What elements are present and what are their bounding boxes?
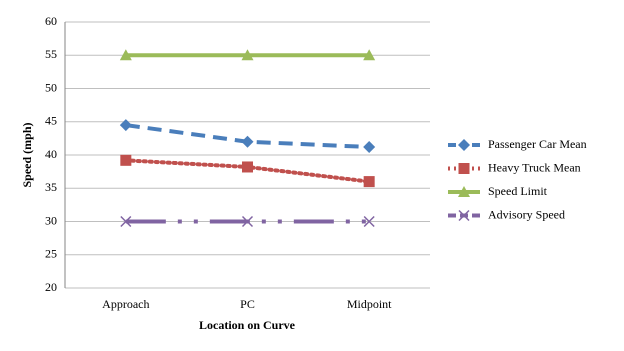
y-axis-label: Speed (mph) [20,122,34,187]
y-tick-label: 20 [45,280,57,294]
y-tick-label: 30 [45,213,57,227]
y-tick-label: 60 [45,14,57,28]
marker [363,49,376,61]
marker [119,49,132,61]
y-tick-label: 55 [45,47,57,61]
x-tick-label: Midpoint [347,297,392,311]
y-tick-label: 45 [45,114,57,128]
marker [458,139,470,151]
marker [458,209,470,222]
y-tick-label: 50 [45,80,57,94]
marker [241,215,254,228]
y-tick-label: 25 [45,247,57,261]
y-tick-label: 35 [45,180,57,194]
marker [363,176,375,188]
legend-label: Passenger Car Mean [488,137,587,151]
legend-label: Advisory Speed [488,207,565,221]
legend-label: Heavy Truck Mean [488,160,581,174]
x-tick-label: PC [240,297,255,311]
y-tick-label: 40 [45,147,57,161]
x-tick-label: Approach [102,297,149,311]
marker [458,186,470,197]
marker [242,161,253,173]
marker [458,163,470,174]
x-axis-label: Location on Curve [199,318,296,332]
marker [241,49,254,61]
marker [241,135,254,148]
marker [363,141,376,154]
legend-label: Speed Limit [488,184,548,198]
marker [119,119,132,132]
marker [120,215,132,228]
marker [363,215,375,228]
marker [120,154,132,166]
